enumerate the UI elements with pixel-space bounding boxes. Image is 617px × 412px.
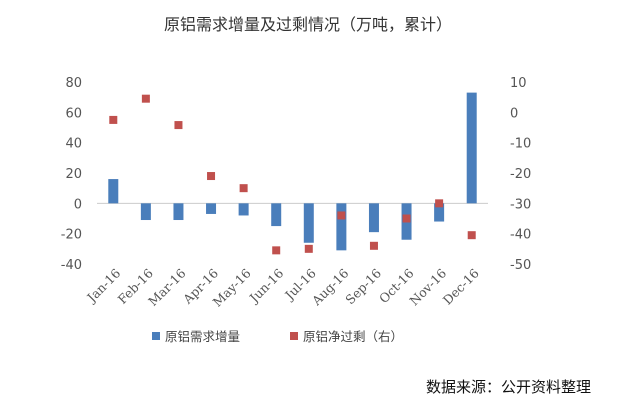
point (467, 231, 476, 240)
legend-dot-label: 原铝净过剩（右） (303, 329, 403, 344)
left-tick-label: -40 (61, 258, 82, 273)
bar (206, 203, 217, 214)
point (141, 94, 150, 103)
left-axis: 80 60 40 20 0 -20 -40 (61, 76, 82, 273)
right-tick-label: -30 (510, 197, 531, 212)
scatter-series (109, 94, 476, 255)
legend-dot-swatch (290, 332, 298, 340)
legend-bar-swatch (152, 332, 160, 340)
legend-bar-label: 原铝需求增量 (165, 329, 240, 344)
right-tick-label: 0 (510, 106, 518, 121)
point (337, 211, 346, 220)
bar (108, 179, 119, 204)
point (304, 244, 313, 253)
category-label: Nov-16 (406, 265, 449, 308)
bar (303, 203, 314, 243)
bar (173, 203, 184, 221)
point (207, 172, 216, 181)
right-tick-label: -10 (510, 137, 531, 152)
chart-title: 原铝需求增量及过剩情况（万吨，累计） (164, 15, 452, 34)
bar (434, 203, 445, 222)
bar (336, 203, 347, 251)
left-tick-label: -20 (61, 228, 82, 243)
category-label: Sep-16 (342, 265, 384, 307)
left-tick-label: 20 (65, 167, 82, 182)
category-label: Dec-16 (440, 265, 482, 307)
legend: 原铝需求增量 原铝净过剩（右） (152, 329, 403, 344)
point (174, 121, 183, 130)
category-labels: Jan-16Feb-16Mar-16Apr-16May-16Jun-16Jul-… (83, 265, 482, 309)
bar (466, 92, 477, 204)
left-tick-label: 0 (74, 197, 82, 212)
bar (238, 203, 249, 216)
point (272, 246, 281, 255)
right-tick-label: -50 (510, 258, 531, 273)
point (369, 241, 378, 250)
right-axis: 10 0 -10 -20 -30 -40 -50 (510, 76, 531, 273)
bar (140, 203, 151, 221)
point (239, 184, 248, 193)
source-note: 数据来源：公开资料整理 (425, 378, 591, 396)
bar (271, 203, 282, 227)
bar (368, 203, 379, 233)
right-tick-label: -40 (510, 228, 531, 243)
point (109, 115, 118, 124)
right-tick-label: -20 (510, 167, 531, 182)
bar-series (108, 92, 477, 251)
category-label: Jun-16 (245, 265, 286, 306)
point (402, 214, 411, 223)
right-tick-label: 10 (510, 76, 527, 91)
left-tick-label: 80 (65, 76, 82, 91)
left-tick-label: 60 (65, 106, 82, 121)
left-tick-label: 40 (65, 137, 82, 152)
point (435, 199, 444, 208)
